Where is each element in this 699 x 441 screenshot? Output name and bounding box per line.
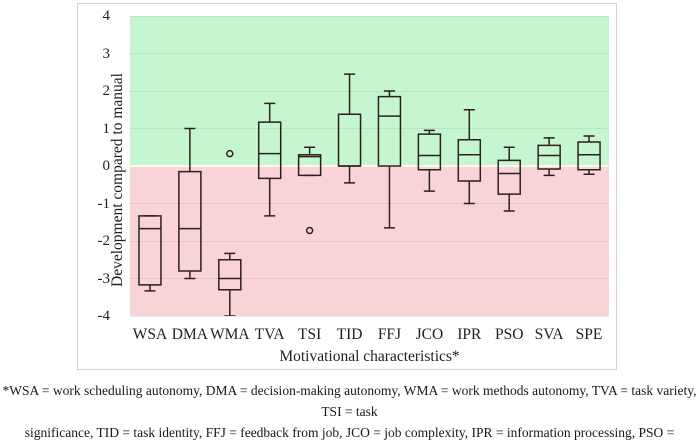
band-negative-development [130,166,609,316]
gridline [130,203,609,204]
y-tick-label: 0 [102,158,111,174]
box-wsa [138,215,162,292]
x-category-label: TID [336,326,363,343]
footnote-line: *WSA = work scheduling autonomy, DMA = d… [2,383,697,419]
footnote-line: significance, TID = task identity, FFJ =… [24,425,675,440]
iqr-box [138,215,162,286]
box-ipr [457,109,482,205]
box-wma [218,149,242,316]
gridline [130,15,609,17]
x-category-label: TVA [254,326,285,343]
iqr-box [178,170,202,272]
x-category-label: PSO [494,326,524,343]
y-tick-label: -3 [97,270,111,287]
gridline [130,240,609,242]
outlier-point [226,149,234,158]
y-tick-label: 1 [102,120,111,137]
box-ffj [377,90,402,229]
x-category-label: DMA [171,326,208,343]
box-pso [497,146,521,212]
boxplot-series [138,73,601,316]
gridline [130,278,609,279]
y-tick-label: 2 [102,83,111,99]
gridline [130,315,609,317]
y-tick-label: -2 [97,233,111,249]
x-category-label: JCO [415,326,444,343]
x-axis-title: Motivational characteristics* [279,348,460,365]
box-tid [337,73,362,184]
x-category-label: SPE [575,326,603,343]
iqr-box [577,141,601,171]
y-tick-label: -4 [97,308,111,324]
x-category-label: WMA [209,326,250,343]
iqr-box [218,259,242,291]
box-jco [417,129,442,192]
y-tick-label: 4 [102,8,111,24]
x-category-label: TSI [298,326,322,343]
iqr-box [257,121,282,180]
iqr-box [417,133,442,171]
box-tva [257,102,282,217]
plot-area [130,15,609,317]
iqr-box [377,95,402,167]
figure-footnote: *WSA = work scheduling autonomy, DMA = d… [0,380,699,441]
y-tick-label: -1 [97,195,111,212]
x-category-label: WSA [132,326,168,343]
gridline [130,128,609,129]
iqr-box [457,139,482,182]
band-positive-development [130,16,609,166]
x-category-label: IPR [457,326,482,343]
box-dma [178,127,202,280]
x-category-label: FFJ [377,326,402,343]
iqr-box [337,113,362,167]
box-spe [577,135,601,175]
iqr-box [497,159,521,195]
outlier-point [305,226,314,235]
zero-line [130,165,609,167]
x-category-label: SVA [534,326,564,343]
box-tsi [297,146,322,235]
box-sva [537,137,561,177]
gridline [130,53,609,54]
iqr-box [537,144,561,170]
gridline [130,90,609,92]
iqr-box [297,154,322,177]
y-tick-label: 3 [102,45,111,62]
